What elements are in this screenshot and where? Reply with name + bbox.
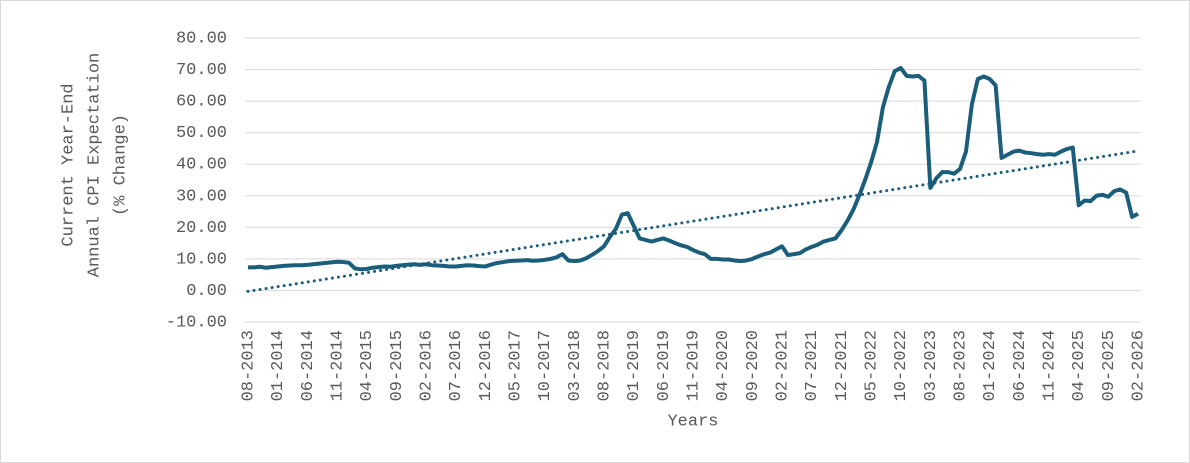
- x-tick-label: 10-2017: [536, 330, 555, 401]
- data-line: [247, 65, 1139, 272]
- y-tick-label: 80.00: [176, 29, 227, 48]
- x-tick-label: 05-2017: [506, 330, 525, 401]
- y-axis-title: Current Year-End: [59, 83, 78, 246]
- x-tick-label: 09-2020: [744, 330, 763, 401]
- trendline: [246, 149, 1140, 293]
- x-tick-label: 08-2013: [239, 330, 258, 401]
- x-tick-label: 08-2018: [595, 330, 614, 401]
- x-tick-label: 01-2014: [269, 330, 288, 401]
- x-tick-label: 03-2018: [566, 330, 585, 401]
- x-tick-label: 02-2026: [1130, 330, 1149, 401]
- x-tick-label: 12-2016: [477, 330, 496, 401]
- x-tick-label: 08-2023: [952, 330, 971, 401]
- y-tick-label: 0.00: [186, 282, 227, 301]
- y-tick-label: 60.00: [176, 93, 227, 112]
- x-tick-label: 04-2020: [714, 330, 733, 401]
- x-tick-label: 10-2022: [892, 330, 911, 401]
- x-tick-label: 01-2024: [981, 330, 1000, 401]
- x-tick-label: 09-2015: [388, 330, 407, 401]
- x-tick-label: 06-2024: [1011, 330, 1030, 401]
- y-tick-label: 10.00: [176, 250, 227, 269]
- x-tick-label: 02-2016: [417, 330, 436, 401]
- y-tick-label: 20.00: [176, 219, 227, 238]
- x-tick-label: 06-2019: [655, 330, 674, 401]
- x-tick-label: 03-2023: [922, 330, 941, 401]
- x-tick-label: 04-2025: [1070, 330, 1089, 401]
- x-axis-title: Years: [667, 412, 718, 431]
- x-tick-label: 12-2021: [833, 330, 852, 401]
- x-tick-label: 09-2025: [1100, 330, 1119, 401]
- y-axis-title: Annual CPI Expectation: [85, 53, 104, 277]
- x-tick-label: 01-2019: [625, 330, 644, 401]
- y-tick-label: -10.00: [166, 313, 227, 332]
- y-tick-label: 30.00: [176, 187, 227, 206]
- y-tick-label: 50.00: [176, 124, 227, 143]
- x-tick-label: 07-2021: [803, 330, 822, 401]
- x-tick-label: 11-2024: [1041, 330, 1060, 401]
- x-tick-label: 05-2022: [862, 330, 881, 401]
- x-tick-label: 07-2016: [447, 330, 466, 401]
- y-tick-label: 40.00: [176, 156, 227, 175]
- x-tick-label: 02-2021: [773, 330, 792, 401]
- x-tick-label: 06-2014: [299, 330, 318, 401]
- y-tick-label: 70.00: [176, 61, 227, 80]
- x-tick-label: 11-2019: [684, 330, 703, 401]
- x-tick-label: 11-2014: [328, 330, 347, 401]
- x-tick-label: 04-2015: [358, 330, 377, 401]
- y-axis-title: (% Change): [111, 114, 130, 216]
